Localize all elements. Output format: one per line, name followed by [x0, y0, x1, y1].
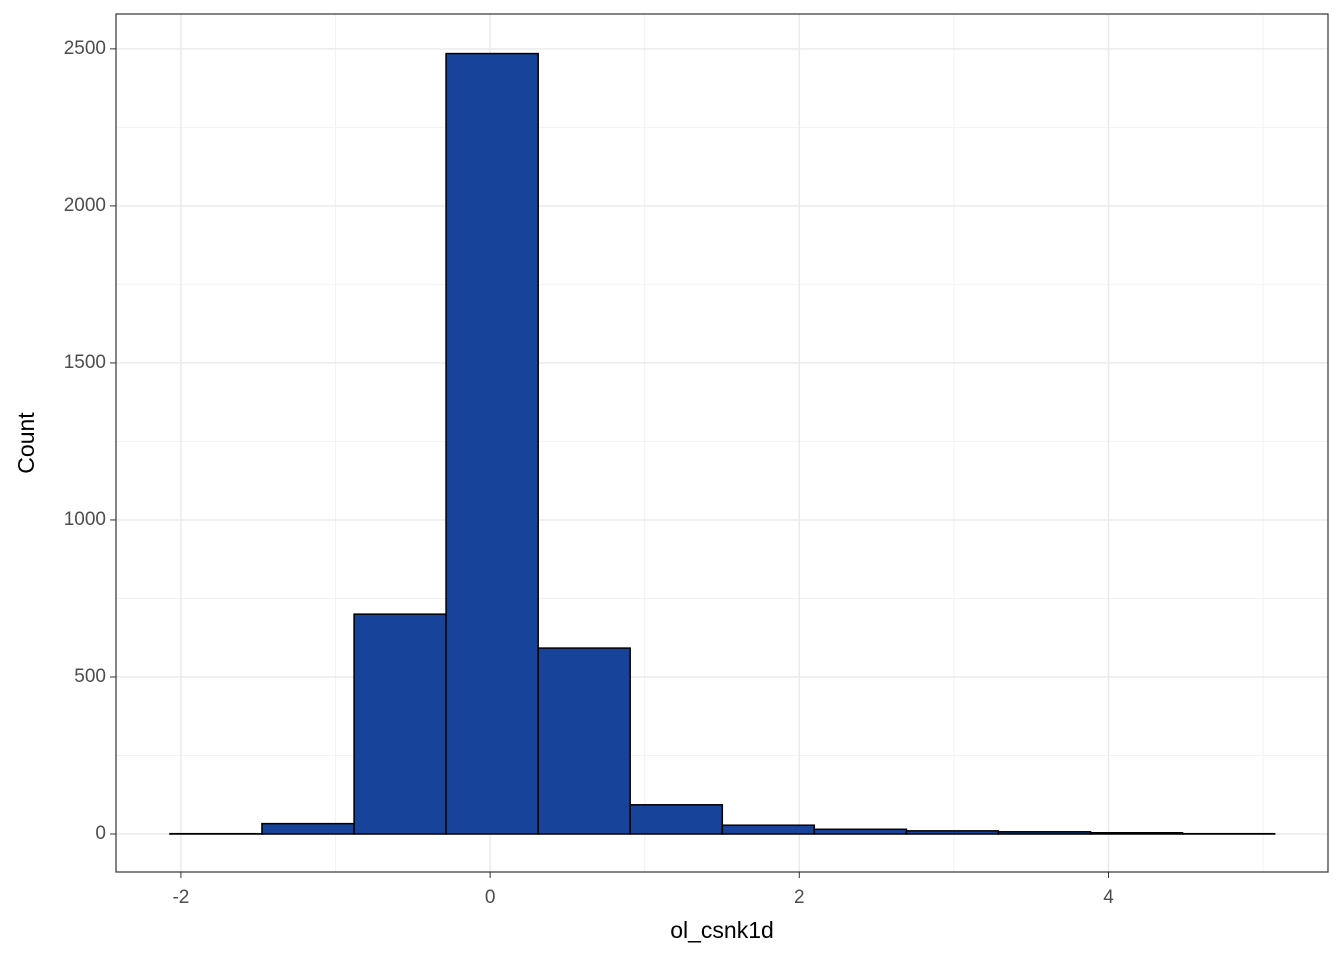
- bar: [1089, 831, 1184, 835]
- bar: [905, 830, 1000, 835]
- y-tick-label: 500: [74, 666, 106, 687]
- x-tick-label: -2: [172, 887, 189, 908]
- y-tick-label: 1500: [64, 352, 106, 373]
- bar: [997, 831, 1092, 835]
- bar: [813, 828, 908, 835]
- x-tick-label: 0: [485, 887, 496, 908]
- plot-border: [115, 13, 1329, 873]
- bar: [445, 52, 539, 835]
- y-tick-label: 2500: [64, 38, 106, 59]
- x-tick-label: 2: [794, 887, 805, 908]
- y-axis-title: Count: [13, 412, 39, 474]
- y-tick-label: 0: [95, 823, 106, 844]
- bar: [629, 804, 724, 835]
- x-tick-label: 4: [1103, 887, 1114, 908]
- x-axis-title: ol_csnk1d: [670, 917, 774, 943]
- y-tick-label: 1000: [64, 509, 106, 530]
- bar: [537, 647, 631, 835]
- bar: [353, 613, 447, 835]
- bar: [261, 822, 355, 835]
- y-tick-label: 2000: [64, 195, 106, 216]
- bar: [721, 824, 816, 835]
